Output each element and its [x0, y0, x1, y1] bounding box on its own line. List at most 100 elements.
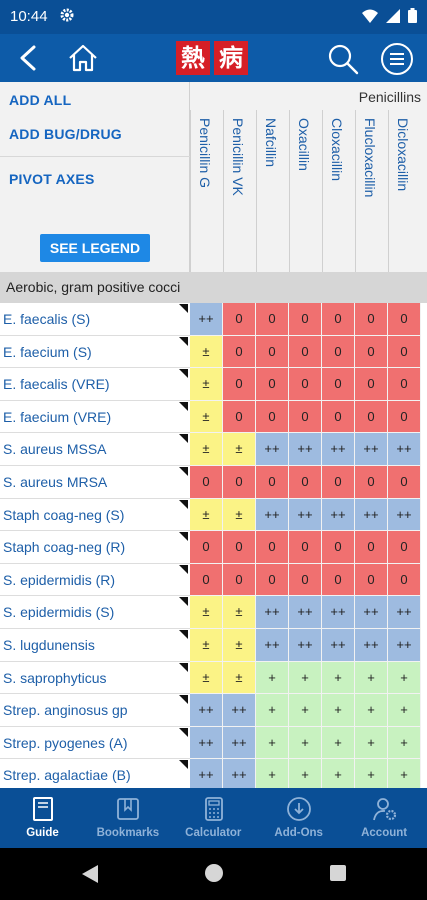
susceptibility-cell[interactable]: ++ [388, 596, 421, 629]
susceptibility-cell[interactable]: ++ [355, 596, 388, 629]
susceptibility-cell[interactable]: ++ [190, 694, 223, 727]
susceptibility-cell[interactable]: 0 [289, 531, 322, 564]
susceptibility-cell[interactable]: ± [190, 596, 223, 629]
susceptibility-cell[interactable]: 0 [388, 303, 421, 336]
susceptibility-cell[interactable]: 0 [256, 466, 289, 499]
bug-cell[interactable]: Strep. agalactiae (B) [0, 759, 190, 788]
susceptibility-cell[interactable]: 0 [355, 563, 388, 597]
susceptibility-cell[interactable]: ++ [289, 629, 322, 662]
bug-cell[interactable]: S. aureus MSSA [0, 433, 190, 466]
drug-column-header[interactable]: Cloxacillin [322, 110, 355, 272]
susceptibility-cell[interactable]: + [322, 694, 355, 727]
drug-column-header[interactable]: Oxacillin [289, 110, 322, 272]
susceptibility-cell[interactable]: ++ [388, 629, 421, 662]
pivot-axes-button[interactable]: PIVOT AXES [9, 171, 95, 187]
susceptibility-cell[interactable]: ± [223, 629, 256, 662]
susceptibility-cell[interactable]: + [256, 759, 289, 788]
susceptibility-cell[interactable]: 0 [322, 335, 355, 369]
susceptibility-cell[interactable]: 0 [289, 563, 322, 597]
susceptibility-cell[interactable]: + [355, 694, 388, 727]
susceptibility-cell[interactable]: 0 [322, 563, 355, 597]
drug-column-header[interactable]: Penicillin G [190, 110, 223, 272]
drug-column-header[interactable]: Dicloxacillin [388, 110, 421, 272]
system-recents-icon[interactable] [330, 865, 346, 881]
nav-item-add-ons[interactable]: Add-Ons [256, 788, 341, 848]
susceptibility-cell[interactable]: 0 [355, 531, 388, 564]
susceptibility-cell[interactable]: 0 [190, 466, 223, 499]
susceptibility-cell[interactable]: + [256, 726, 289, 760]
susceptibility-cell[interactable]: + [388, 661, 421, 695]
bug-cell[interactable]: E. faecalis (VRE) [0, 368, 190, 401]
susceptibility-cell[interactable]: ± [190, 335, 223, 369]
susceptibility-cell[interactable]: ± [190, 629, 223, 662]
susceptibility-cell[interactable]: + [388, 726, 421, 760]
susceptibility-cell[interactable]: 0 [322, 531, 355, 564]
nav-item-bookmarks[interactable]: Bookmarks [85, 788, 170, 848]
susceptibility-cell[interactable]: 0 [256, 368, 289, 401]
susceptibility-cell[interactable]: 0 [223, 466, 256, 499]
susceptibility-cell[interactable]: 0 [355, 335, 388, 369]
susceptibility-cell[interactable]: 0 [355, 303, 388, 336]
susceptibility-cell[interactable]: ++ [322, 498, 355, 532]
drug-column-header[interactable]: Nafcillin [256, 110, 289, 272]
susceptibility-cell[interactable]: 0 [322, 368, 355, 401]
system-home-icon[interactable] [205, 864, 223, 882]
susceptibility-cell[interactable]: 0 [289, 303, 322, 336]
susceptibility-cell[interactable]: ++ [322, 596, 355, 629]
susceptibility-cell[interactable]: 0 [322, 303, 355, 336]
susceptibility-cell[interactable]: ++ [289, 596, 322, 629]
susceptibility-cell[interactable]: 0 [289, 335, 322, 369]
susceptibility-cell[interactable]: + [256, 661, 289, 695]
susceptibility-cell[interactable]: + [355, 759, 388, 788]
bug-cell[interactable]: E. faecium (VRE) [0, 400, 190, 434]
bug-cell[interactable]: S. aureus MRSA [0, 466, 190, 499]
susceptibility-cell[interactable]: ++ [190, 726, 223, 760]
susceptibility-cell[interactable]: 0 [190, 531, 223, 564]
susceptibility-cell[interactable]: + [322, 726, 355, 760]
susceptibility-cell[interactable]: 0 [256, 531, 289, 564]
bug-cell[interactable]: Staph coag-neg (S) [0, 498, 190, 532]
bug-cell[interactable]: Strep. pyogenes (A) [0, 726, 190, 760]
susceptibility-cell[interactable]: + [355, 726, 388, 760]
susceptibility-cell[interactable]: 0 [256, 400, 289, 434]
susceptibility-cell[interactable]: + [289, 694, 322, 727]
susceptibility-cell[interactable]: 0 [322, 466, 355, 499]
susceptibility-cell[interactable]: 0 [289, 368, 322, 401]
susceptibility-cell[interactable]: + [388, 759, 421, 788]
susceptibility-cell[interactable]: ++ [355, 433, 388, 466]
susceptibility-cell[interactable]: ++ [355, 498, 388, 532]
susceptibility-cell[interactable]: 0 [388, 531, 421, 564]
susceptibility-cell[interactable]: 0 [388, 466, 421, 499]
susceptibility-cell[interactable]: 0 [322, 400, 355, 434]
susceptibility-cell[interactable]: + [388, 694, 421, 727]
susceptibility-cell[interactable]: 0 [388, 368, 421, 401]
susceptibility-cell[interactable]: 0 [355, 368, 388, 401]
bug-cell[interactable]: S. lugdunensis [0, 629, 190, 662]
susceptibility-cell[interactable]: + [256, 694, 289, 727]
susceptibility-cell[interactable]: 0 [223, 303, 256, 336]
susceptibility-cell[interactable]: 0 [256, 335, 289, 369]
nav-item-calculator[interactable]: Calculator [171, 788, 256, 848]
drug-column-header[interactable]: Flucloxacillin [355, 110, 388, 272]
susceptibility-cell[interactable]: ++ [256, 433, 289, 466]
susceptibility-cell[interactable]: ++ [355, 629, 388, 662]
susceptibility-cell[interactable]: 0 [223, 368, 256, 401]
back-arrow-icon[interactable] [16, 44, 42, 72]
susceptibility-cell[interactable]: ++ [388, 433, 421, 466]
susceptibility-cell[interactable]: 0 [256, 563, 289, 597]
susceptibility-cell[interactable]: ++ [388, 498, 421, 532]
nav-item-account[interactable]: Account [342, 788, 427, 848]
susceptibility-cell[interactable]: 0 [355, 466, 388, 499]
susceptibility-cell[interactable]: ++ [223, 759, 256, 788]
susceptibility-cell[interactable]: 0 [223, 563, 256, 597]
susceptibility-cell[interactable]: ++ [256, 498, 289, 532]
susceptibility-cell[interactable]: ++ [256, 629, 289, 662]
susceptibility-cell[interactable]: ++ [289, 433, 322, 466]
susceptibility-cell[interactable]: ± [223, 596, 256, 629]
susceptibility-cell[interactable]: ± [223, 661, 256, 695]
bug-cell[interactable]: Strep. anginosus gp [0, 694, 190, 727]
susceptibility-cell[interactable]: + [322, 759, 355, 788]
susceptibility-cell[interactable]: 0 [256, 303, 289, 336]
system-back-icon[interactable] [82, 865, 98, 883]
susceptibility-cell[interactable]: 0 [289, 400, 322, 434]
